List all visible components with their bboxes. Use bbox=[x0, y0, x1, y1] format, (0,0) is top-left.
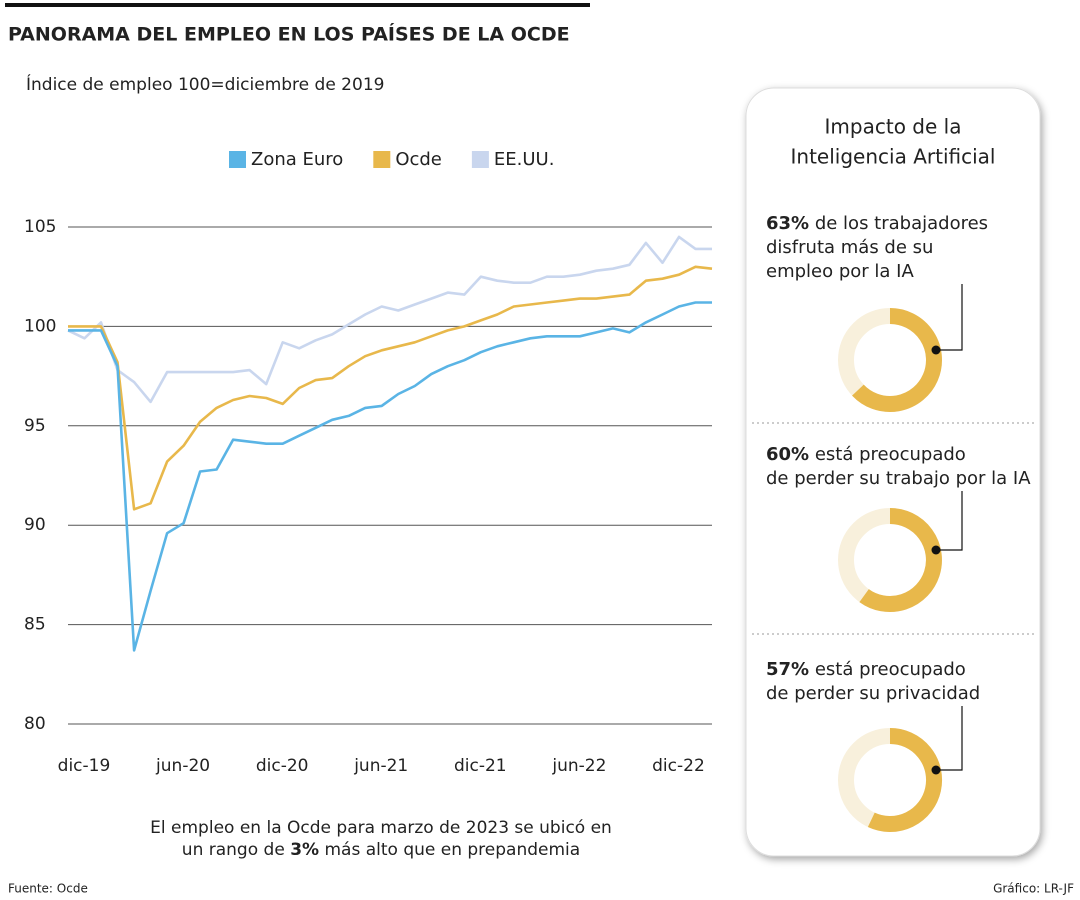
item-text: de perder su privacidad bbox=[766, 683, 980, 704]
series-line bbox=[68, 301, 712, 652]
note-part: un rango de bbox=[182, 840, 285, 860]
legend-swatch bbox=[471, 151, 489, 168]
y-tick-label: 105 bbox=[24, 217, 56, 237]
x-tick-label: dic-22 bbox=[652, 756, 705, 776]
top-rule bbox=[5, 3, 590, 7]
x-tick-label: jun-22 bbox=[551, 756, 606, 776]
subtitle: Índice de empleo 100=diciembre de 2019 bbox=[26, 73, 384, 95]
legend-label: Ocde bbox=[395, 149, 442, 170]
donut-segment bbox=[859, 508, 942, 612]
item-text: 63% de los trabajadores bbox=[766, 213, 988, 234]
plot: 80 85 90 95 100 105 dic-19 jun-20 dic-20 jun-21 di… bbox=[24, 217, 713, 776]
item-percent: 60% bbox=[766, 444, 809, 465]
item-text: disfruta más de su bbox=[766, 237, 933, 258]
note-part: más alto que en prepandemia bbox=[324, 840, 580, 860]
connector bbox=[936, 491, 963, 551]
source: Fuente: Ocde bbox=[8, 882, 88, 896]
panel-title: Inteligencia Artificial bbox=[791, 145, 996, 169]
x-tick-label: jun-21 bbox=[353, 756, 408, 776]
item-line: de los trabajadores bbox=[815, 213, 988, 234]
connector-dot bbox=[931, 545, 941, 555]
y-tick-label: 85 bbox=[24, 615, 46, 635]
item-text: empleo por la IA bbox=[766, 261, 914, 282]
series-line bbox=[67, 235, 712, 404]
note-part: 3% bbox=[290, 840, 319, 860]
item-line: está preocupado bbox=[815, 659, 966, 680]
donut-segment bbox=[867, 728, 943, 832]
x-tick-label: jun-20 bbox=[155, 756, 210, 776]
y-tick-label: 100 bbox=[24, 316, 56, 336]
chart-title: PANORAMA DEL EMPLEO EN LOS PAÍSES DE LA … bbox=[8, 23, 570, 46]
legend: Zona Euro Ocde EE.UU. bbox=[229, 149, 554, 170]
x-tick-label: dic-19 bbox=[58, 756, 111, 776]
panel-title: Impacto de la bbox=[825, 115, 962, 139]
item-percent: 57% bbox=[766, 659, 809, 680]
legend-swatch bbox=[229, 151, 246, 168]
item-line: está preocupado bbox=[815, 444, 966, 465]
legend-swatch bbox=[373, 151, 391, 168]
y-tick-label: 90 bbox=[24, 515, 46, 535]
note: un rango de 3% más alto que en prepandem… bbox=[182, 840, 580, 860]
item-percent: 63% bbox=[766, 213, 809, 234]
connector-dot bbox=[931, 765, 941, 775]
y-tick-label: 95 bbox=[24, 416, 46, 436]
connector-dot bbox=[931, 345, 941, 355]
connector bbox=[936, 284, 963, 351]
x-tick-label: dic-21 bbox=[454, 756, 507, 776]
connector bbox=[936, 706, 963, 771]
y-tick-label: 80 bbox=[24, 714, 46, 734]
note: El empleo en la Ocde para marzo de 2023 … bbox=[150, 818, 612, 838]
item-text: de perder su trabajo por la IA bbox=[766, 468, 1031, 489]
side-panel bbox=[745, 87, 1041, 857]
item-text: 60% está preocupado bbox=[766, 444, 966, 465]
donuts: 63% de los trabajadores disfruta más de s… bbox=[766, 213, 1031, 832]
credit: Gráfico: LR-JF bbox=[993, 882, 1074, 896]
x-tick-label: dic-20 bbox=[256, 756, 309, 776]
legend-label: EE.UU. bbox=[494, 149, 555, 170]
legend-label: Zona Euro bbox=[251, 149, 343, 170]
donut-segment bbox=[852, 308, 942, 412]
item-text: 57% está preocupado bbox=[766, 659, 966, 680]
series-line bbox=[68, 265, 713, 511]
